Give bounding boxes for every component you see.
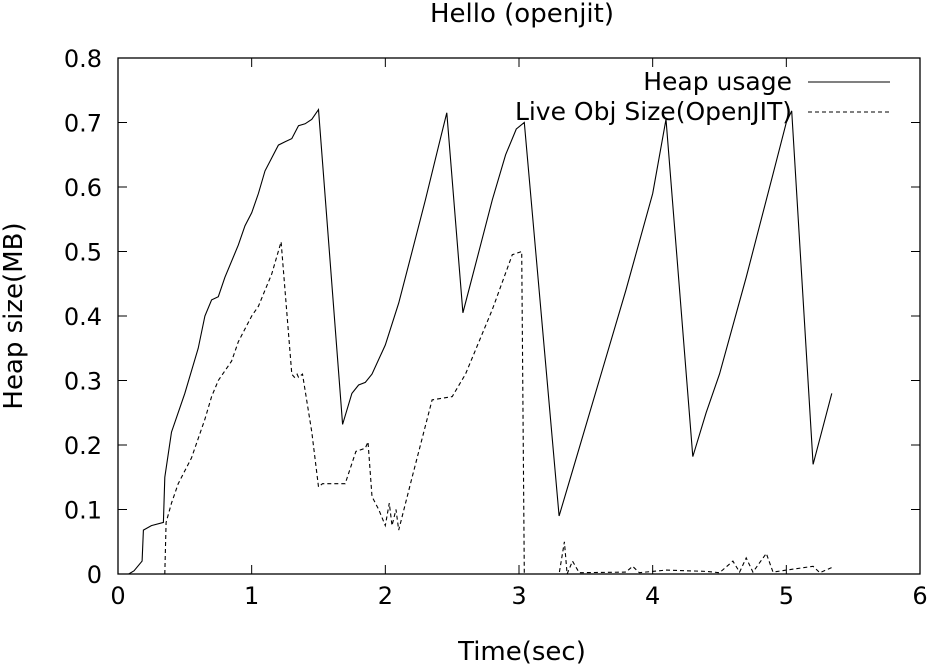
y-tick-label: 0.4 [64,303,102,331]
y-tick-label: 0.8 [64,45,102,73]
series-heap-usage [128,108,833,575]
y-tick-label: 0.2 [64,432,102,460]
x-tick-label: 4 [645,582,660,610]
y-tick-label: 0.7 [64,110,102,138]
plot-border [117,57,921,575]
legend-label: Heap usage [643,67,792,96]
y-axis-label: Heap size(MB) [0,222,29,409]
y-tick-label: 0.3 [64,368,102,396]
x-tick-label: 5 [779,582,794,610]
x-tick-label: 2 [378,582,393,610]
series-live-obj-size [164,241,833,575]
x-tick-label: 6 [912,582,927,610]
plot-frame [117,57,921,575]
chart-title: Hello (openjit) [430,0,614,29]
y-tick-label: 0 [87,561,102,589]
x-tick-label: 1 [244,582,259,610]
x-axis-label: Time(sec) [457,637,586,667]
x-tick-label: 3 [511,582,526,610]
y-tick-label: 0.5 [64,239,102,267]
y-tick-label: 0.6 [64,174,102,202]
legend-label: Live Obj Size(OpenJIT) [515,97,792,126]
series-layer [128,108,833,575]
x-tick-label: 0 [110,582,125,610]
axis-ticks: 0 1 2 3 4 5 6 0 0.1 0.2 0.3 0.4 0.5 0.6 0.7 0.8 [64,45,928,610]
y-tick-label: 0.1 [64,497,102,525]
